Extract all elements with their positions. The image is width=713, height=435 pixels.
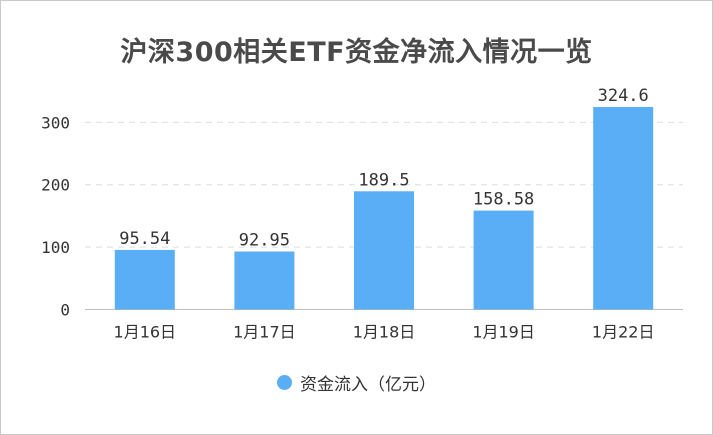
y-tick-label: 200: [41, 176, 70, 195]
legend-label: 资金流入（亿元）: [300, 375, 436, 395]
y-tick-label: 0: [60, 301, 70, 320]
bar: [593, 107, 654, 310]
legend: 资金流入（亿元）: [0, 370, 713, 395]
data-label: 95.54: [119, 229, 170, 249]
chart-title: 沪深300相关ETF资金净流入情况一览: [120, 37, 593, 68]
bar: [473, 210, 534, 310]
data-label: 92.95: [239, 231, 290, 251]
x-tick-label: 1月16日: [114, 323, 177, 342]
x-tick-label: 1月18日: [353, 323, 416, 342]
data-label: 158.58: [473, 190, 534, 210]
bar: [234, 251, 295, 310]
data-label: 324.6: [598, 86, 649, 106]
x-tick-label: 1月19日: [472, 323, 535, 342]
x-tick-label: 1月22日: [592, 323, 655, 342]
bar: [114, 249, 175, 310]
y-tick-label: 300: [41, 113, 70, 132]
x-tick-label: 1月17日: [233, 323, 296, 342]
y-tick-label: 100: [41, 238, 70, 257]
data-label: 189.5: [358, 170, 409, 190]
legend-swatch: [277, 375, 292, 390]
bar: [354, 191, 414, 310]
